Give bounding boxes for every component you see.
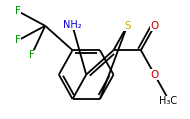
Text: H₃C: H₃C — [159, 96, 177, 106]
Text: F: F — [28, 50, 34, 60]
Text: F: F — [15, 35, 21, 45]
Text: O: O — [150, 70, 159, 80]
Text: O: O — [150, 21, 159, 31]
Text: S: S — [124, 21, 131, 31]
Text: F: F — [15, 6, 21, 16]
Text: NH₂: NH₂ — [63, 20, 82, 30]
